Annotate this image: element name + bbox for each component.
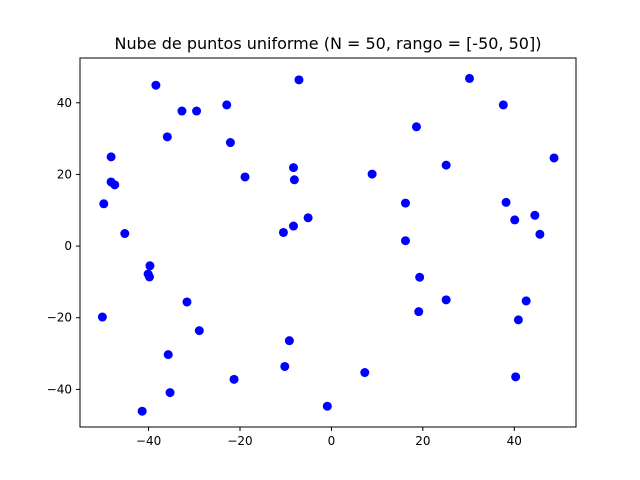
data-point bbox=[99, 199, 109, 209]
x-tick-label: 20 bbox=[415, 434, 430, 448]
y-axis-ticks: −40 −20 0 20 40 bbox=[47, 96, 80, 396]
x-tick-label: 40 bbox=[507, 434, 522, 448]
data-point bbox=[411, 122, 421, 132]
data-point bbox=[400, 198, 410, 208]
y-tick-label: 40 bbox=[57, 96, 72, 110]
data-point bbox=[498, 100, 508, 110]
data-point bbox=[521, 296, 531, 306]
data-point bbox=[137, 406, 147, 416]
data-point bbox=[222, 100, 232, 110]
y-tick-label: 20 bbox=[57, 167, 72, 181]
data-point bbox=[240, 172, 250, 182]
data-point bbox=[163, 350, 173, 360]
data-point bbox=[97, 312, 107, 322]
data-point bbox=[549, 153, 559, 163]
data-point bbox=[194, 326, 204, 336]
data-point bbox=[144, 272, 154, 282]
chart-title: Nube de puntos uniforme (N = 50, rango =… bbox=[115, 34, 542, 53]
data-point bbox=[288, 221, 298, 231]
data-point bbox=[182, 297, 192, 307]
data-point bbox=[106, 152, 116, 162]
data-point bbox=[501, 197, 511, 207]
data-point bbox=[322, 401, 332, 411]
data-points bbox=[97, 73, 559, 416]
data-point bbox=[278, 227, 288, 237]
plot-area-frame bbox=[79, 57, 577, 428]
data-point bbox=[288, 163, 298, 173]
y-tick-label: −40 bbox=[47, 382, 72, 396]
data-point bbox=[225, 138, 235, 148]
data-point bbox=[513, 315, 523, 325]
data-point bbox=[151, 80, 161, 90]
data-point bbox=[120, 229, 130, 239]
data-point bbox=[192, 106, 202, 116]
data-point bbox=[530, 210, 540, 220]
x-tick-label: −40 bbox=[136, 434, 161, 448]
y-tick-label: −20 bbox=[47, 311, 72, 325]
y-tick-label: 0 bbox=[64, 239, 72, 253]
data-point bbox=[510, 215, 520, 225]
data-point bbox=[415, 272, 425, 282]
data-point bbox=[367, 169, 377, 179]
data-point bbox=[229, 374, 239, 384]
data-point bbox=[177, 106, 187, 116]
data-point bbox=[110, 180, 120, 190]
data-point bbox=[511, 372, 521, 382]
data-point bbox=[280, 361, 290, 371]
data-point bbox=[289, 175, 299, 185]
data-point bbox=[294, 75, 304, 85]
x-tick-label: −20 bbox=[227, 434, 252, 448]
x-axis-ticks: −40 −20 0 20 40 bbox=[136, 427, 522, 448]
data-point bbox=[360, 368, 370, 378]
data-point bbox=[441, 160, 451, 170]
data-point bbox=[535, 229, 545, 239]
data-point bbox=[303, 213, 313, 223]
data-point bbox=[441, 295, 451, 305]
data-point bbox=[400, 236, 410, 246]
data-point bbox=[165, 388, 175, 398]
data-point bbox=[414, 307, 424, 317]
x-tick-label: 0 bbox=[328, 434, 336, 448]
data-point bbox=[145, 261, 155, 271]
data-point bbox=[162, 132, 172, 142]
data-point bbox=[284, 336, 294, 346]
data-point bbox=[464, 73, 474, 83]
